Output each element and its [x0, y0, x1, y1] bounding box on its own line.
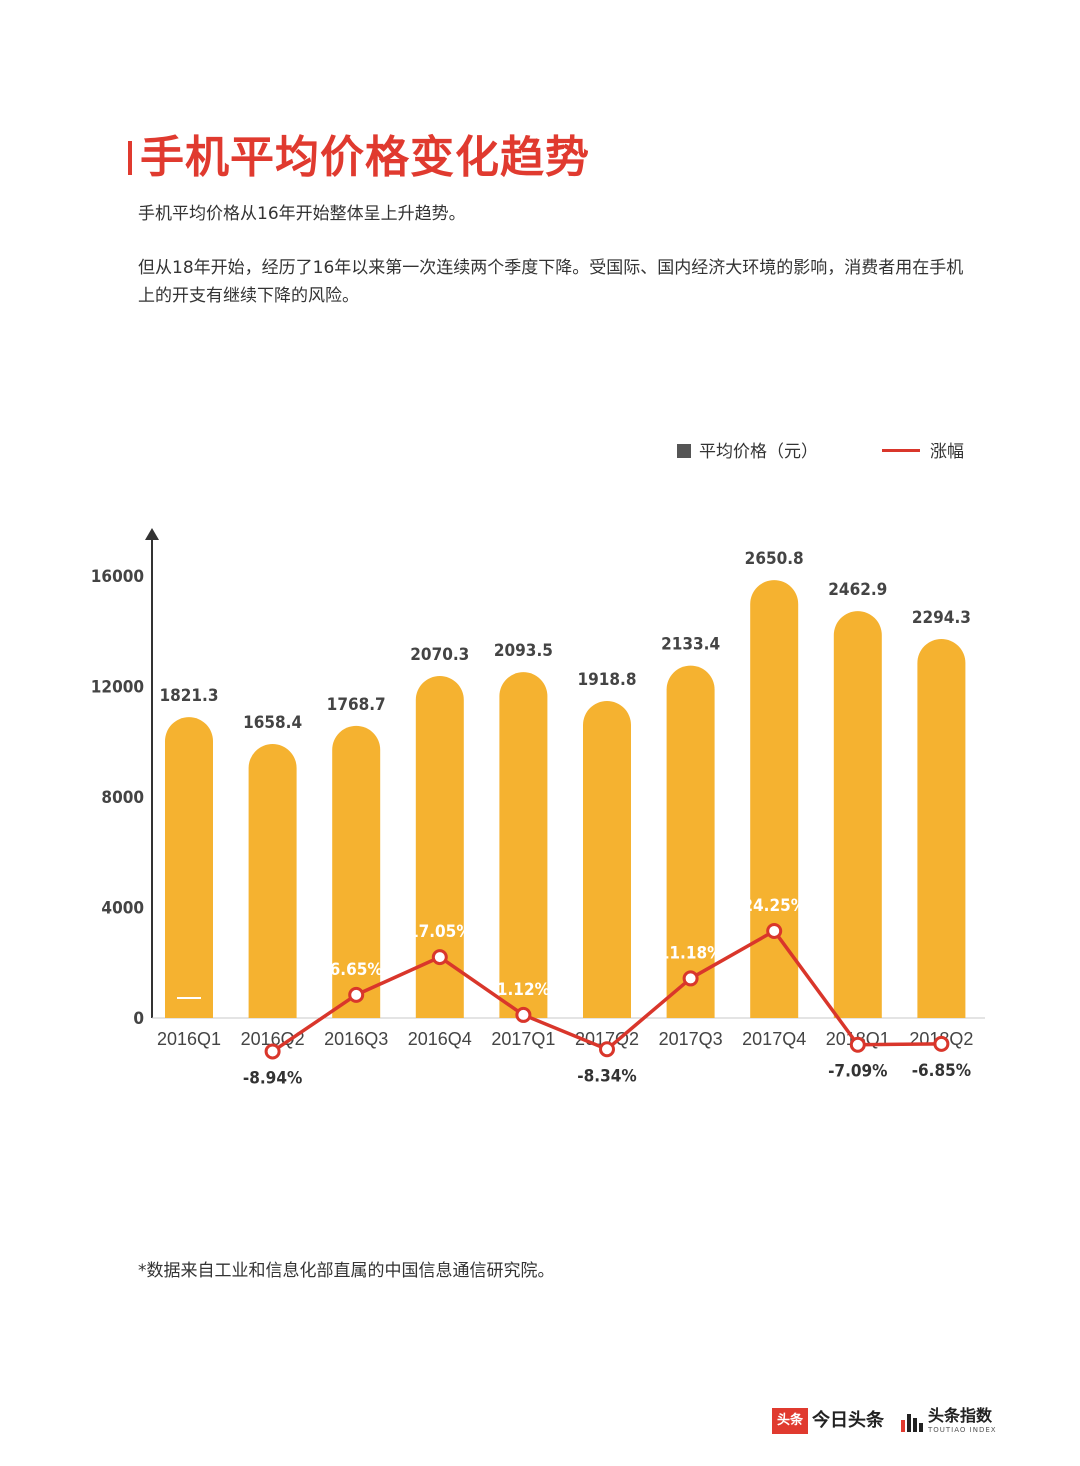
- growth-value-label: -7.09%: [828, 1062, 887, 1082]
- bar: [165, 717, 213, 1018]
- source-footnote: *数据来自工业和信息化部直属的中国信息通信研究院。: [138, 1261, 555, 1281]
- growth-point: [515, 1006, 532, 1023]
- intro-paragraph-1: 手机平均价格从16年开始整体呈上升趋势。: [138, 204, 466, 224]
- bar: [415, 675, 464, 1018]
- x-category-label: 2016Q1: [157, 1029, 221, 1049]
- growth-point: [264, 1043, 281, 1060]
- x-category-label: 2017Q4: [742, 1029, 806, 1049]
- growth-value-label: 1.12%: [497, 980, 550, 1000]
- growth-point: [849, 1036, 866, 1053]
- growth-point: [933, 1035, 950, 1052]
- x-category-label: 2016Q2: [241, 1029, 305, 1049]
- bar: [499, 672, 548, 1018]
- bar: [248, 744, 297, 1018]
- growth-point: [682, 970, 699, 987]
- growth-value-label: 24.25%: [742, 896, 806, 916]
- bar-value-label: 1821.3: [159, 686, 218, 706]
- y-tick-label: 8000: [101, 788, 144, 808]
- bar-value-label: 2093.5: [494, 641, 553, 661]
- bar-value-label: 2650.8: [745, 549, 804, 569]
- bar-value-label: 2462.9: [828, 580, 887, 600]
- growth-value-label: -6.85%: [912, 1061, 971, 1081]
- toutiao-index-logo-text: 头条指数: [928, 1406, 993, 1425]
- toutiao-index-logo-icon: [901, 1414, 923, 1432]
- growth-value-label: -8.34%: [577, 1066, 636, 1086]
- bar-value-label: 2294.3: [912, 608, 971, 628]
- legend-line-label: 涨幅: [930, 442, 964, 462]
- bar: [833, 611, 882, 1018]
- title-accent-bar: [128, 141, 132, 175]
- growth-value-label: -8.94%: [243, 1068, 302, 1088]
- bar-value-label: 2070.3: [410, 645, 469, 665]
- toutiao-logo-text: 今日头条: [812, 1410, 884, 1431]
- toutiao-logo-icon: 头条: [772, 1408, 808, 1434]
- x-category-label: 2017Q3: [659, 1029, 723, 1049]
- y-tick-label: 16000: [91, 567, 144, 587]
- toutiao-index-logo-subtext: TOUTIAO INDEX: [928, 1426, 997, 1434]
- x-category-label: 2017Q1: [491, 1029, 555, 1049]
- legend-bar: 平均价格（元）: [677, 440, 818, 464]
- growth-value-label: 6.65%: [330, 960, 383, 980]
- growth-point: [599, 1041, 615, 1058]
- x-category-label: 2016Q3: [324, 1029, 388, 1049]
- bar-value-label: 1768.7: [327, 695, 386, 715]
- bar-value-label: 2133.4: [661, 635, 720, 655]
- legend-bar-label: 平均价格（元）: [699, 442, 818, 462]
- legend-line: 涨幅: [882, 440, 964, 464]
- bar: [666, 665, 715, 1018]
- page-title: 手机平均价格变化趋势: [140, 132, 590, 183]
- growth-point: [431, 949, 448, 966]
- legend-line-swatch: [882, 449, 920, 452]
- growth-value-label: 11.18%: [659, 943, 723, 963]
- x-category-label: 2016Q4: [408, 1029, 472, 1049]
- bar: [750, 580, 799, 1018]
- y-tick-label: 12000: [91, 678, 144, 698]
- intro-paragraph-2: 但从18年开始，经历了16年以来第一次连续两个季度下降。受国际、国内经济大环境的…: [138, 258, 964, 306]
- bar: [332, 725, 381, 1018]
- bar-value-label: 1918.8: [577, 670, 636, 690]
- growth-point: [766, 922, 783, 939]
- legend-bar-swatch: [677, 444, 691, 458]
- y-axis-arrow: [145, 528, 159, 540]
- bar: [917, 638, 966, 1018]
- y-tick-label: 4000: [101, 899, 144, 919]
- bar-value-label: 1658.4: [243, 713, 302, 733]
- y-tick-label: 0: [133, 1009, 144, 1029]
- growth-point: [348, 986, 365, 1003]
- bar: [583, 701, 631, 1018]
- growth-value-label: 17.05%: [408, 922, 472, 942]
